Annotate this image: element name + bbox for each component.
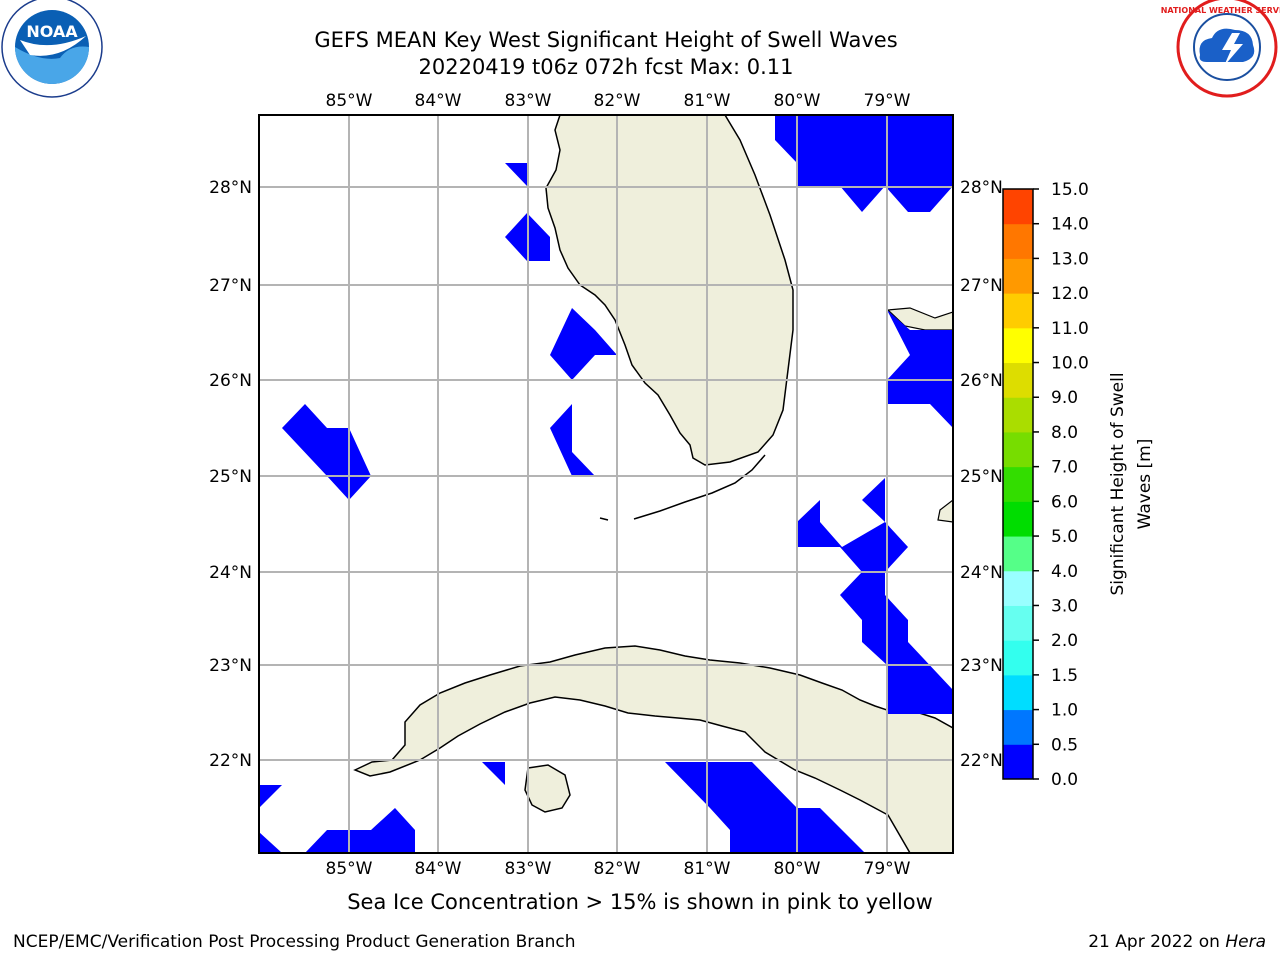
footer-host: Hera	[1225, 932, 1266, 952]
lat-label: 26°N	[209, 371, 252, 391]
colorbar-tick-label: 1.0	[1051, 701, 1078, 721]
lat-label: 25°N	[960, 467, 1003, 487]
lat-label: 22°N	[209, 751, 252, 771]
colorbar-tick-label: 10.0	[1051, 354, 1089, 374]
lat-labels-left: 28°N 27°N 26°N 25°N 24°N 23°N 22°N	[209, 178, 252, 771]
lon-label: 82°W	[594, 859, 641, 879]
colorbar-tick-label: 15.0	[1051, 180, 1089, 200]
colorbar-tick-label: 3.0	[1051, 596, 1078, 616]
footer-date: 21 Apr 2022 on Hera	[1088, 932, 1266, 952]
colorbar-swatch	[1003, 640, 1033, 676]
lon-label: 85°W	[326, 859, 373, 879]
footer-date-text: 21 Apr 2022 on	[1088, 932, 1226, 952]
lon-label: 81°W	[684, 859, 731, 879]
nws-logo-text: NATIONAL WEATHER SERVICE	[1161, 6, 1280, 15]
colorbar-swatch	[1003, 570, 1033, 606]
lon-label: 81°W	[684, 91, 731, 111]
colorbar-tick-label: 7.0	[1051, 458, 1078, 478]
colorbar-tick-label: 1.5	[1051, 666, 1078, 686]
lat-label: 24°N	[209, 563, 252, 583]
sea-ice-caption: Sea Ice Concentration > 15% is shown in …	[347, 890, 933, 914]
lon-label: 82°W	[594, 91, 641, 111]
lat-label: 27°N	[960, 276, 1003, 296]
lat-label: 23°N	[209, 656, 252, 676]
lat-label: 26°N	[960, 371, 1003, 391]
colorbar-tick-label: 0.5	[1051, 735, 1078, 755]
colorbar-tick-label: 13.0	[1051, 249, 1089, 269]
colorbar: 0.0 0.5 1.0 1.5 2.0 3.0 4.0 5.0 6.0 7.0 8.0 9.0 10.0…	[1002, 180, 1155, 790]
colorbar-label: Significant Height of Swell	[1108, 372, 1128, 595]
colorbar-tick-label: 8.0	[1051, 423, 1078, 443]
lat-label: 24°N	[960, 563, 1003, 583]
lon-label: 79°W	[864, 859, 911, 879]
lon-labels-top: 85°W 84°W 83°W 82°W 81°W 80°W 79°W	[326, 91, 911, 111]
colorbar-tick-label: 14.0	[1051, 215, 1089, 235]
lat-label: 23°N	[960, 656, 1003, 676]
colorbar-swatch	[1003, 466, 1033, 502]
colorbar-swatch	[1003, 501, 1033, 537]
chart-subtitle: 20220419 t06z 072h fcst Max: 0.11	[418, 55, 794, 79]
colorbar-tick-label: 4.0	[1051, 562, 1078, 582]
colorbar-tick-label: 6.0	[1051, 492, 1078, 512]
map-frame	[258, 114, 954, 854]
colorbar-swatch	[1003, 293, 1033, 329]
colorbar-swatch	[1003, 327, 1033, 364]
lat-label: 28°N	[960, 178, 1003, 198]
colorbar-swatch	[1003, 189, 1033, 225]
lat-label: 27°N	[209, 276, 252, 296]
colorbar-swatch	[1003, 536, 1033, 572]
colorbar-swatch	[1003, 605, 1033, 641]
colorbar-swatch	[1003, 674, 1033, 711]
lon-labels-bottom: 85°W 84°W 83°W 82°W 81°W 80°W 79°W	[326, 859, 911, 879]
lat-label: 25°N	[209, 467, 252, 487]
lat-label: 22°N	[960, 751, 1003, 771]
nws-logo: NATIONAL WEATHER SERVICE	[1161, 0, 1280, 98]
colorbar-tick-label: 2.0	[1051, 631, 1078, 651]
colorbar-swatch	[1003, 258, 1033, 294]
lon-label: 80°W	[774, 859, 821, 879]
bahamas-land	[886, 307, 953, 523]
graticule	[259, 115, 953, 853]
lon-label: 83°W	[505, 91, 552, 111]
lon-label: 83°W	[505, 859, 552, 879]
colorbar-tick-label: 11.0	[1051, 319, 1089, 339]
colorbar-swatch	[1003, 397, 1033, 433]
noaa-logo-text: NOAA	[26, 22, 78, 41]
noaa-logo: NOAA	[1, 0, 103, 98]
lon-label: 79°W	[864, 91, 911, 111]
colorbar-swatch	[1003, 709, 1033, 745]
swell-field	[259, 115, 953, 853]
florida-keys	[599, 454, 766, 521]
lon-label: 84°W	[415, 91, 462, 111]
lat-labels-right: 28°N 27°N 26°N 25°N 24°N 23°N 22°N	[960, 178, 1003, 771]
colorbar-swatch	[1003, 223, 1033, 259]
colorbar-tick-label: 5.0	[1051, 527, 1078, 547]
footer-credit: NCEP/EMC/Verification Post Processing Pr…	[13, 932, 576, 952]
colorbar-frame	[1002, 188, 1034, 780]
chart-title: GEFS MEAN Key West Significant Height of…	[314, 28, 898, 52]
colorbar-tick-label: 9.0	[1051, 388, 1078, 408]
colorbar-tick-label: 0.0	[1051, 770, 1078, 790]
lon-label: 80°W	[774, 91, 821, 111]
colorbar-swatch	[1003, 744, 1033, 780]
cuba-land	[353, 645, 953, 853]
map-panel	[258, 114, 954, 854]
colorbar-swatch	[1003, 362, 1033, 398]
lon-label: 84°W	[415, 859, 462, 879]
colorbar-tick-label: 12.0	[1051, 284, 1089, 304]
colorbar-label: Waves [m]	[1135, 439, 1155, 530]
florida-land	[545, 115, 794, 466]
lon-label: 85°W	[326, 91, 373, 111]
lat-label: 28°N	[209, 178, 252, 198]
colorbar-swatch	[1003, 431, 1033, 468]
